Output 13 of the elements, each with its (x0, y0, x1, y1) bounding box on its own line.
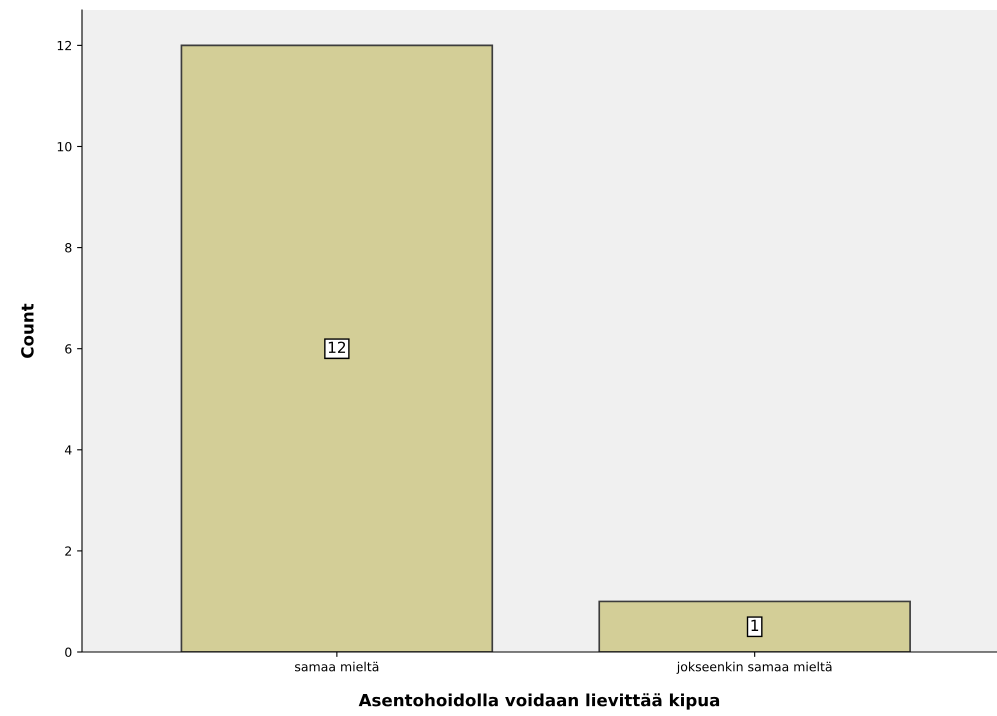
y-tick-label: 6 (65, 344, 72, 354)
x-tick-label: samaa mieltä (295, 662, 378, 672)
y-tick-label: 0 (65, 647, 72, 657)
y-axis-title: Count (21, 304, 34, 358)
y-tick-label: 8 (65, 243, 72, 253)
x-axis-title: Asentohoidolla voidaan lievittää kipua (358, 693, 720, 710)
y-tick-label: 12 (58, 40, 72, 50)
y-tick-label: 4 (64, 445, 72, 455)
y-tick-label: 2 (65, 546, 72, 556)
x-tick-label: jokseenkin samaa mieltä (676, 662, 832, 674)
data-label: 12 (328, 342, 346, 353)
data-label: 1 (751, 620, 758, 631)
y-tick-label: 10 (58, 142, 72, 152)
